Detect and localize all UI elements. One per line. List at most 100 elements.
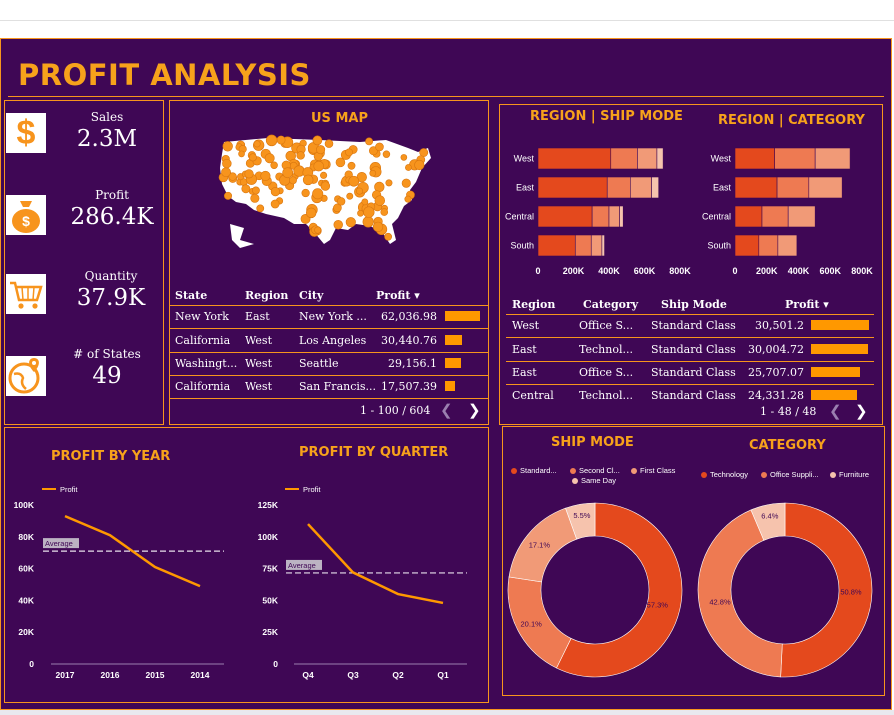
map-point xyxy=(333,220,343,230)
table-divider xyxy=(170,305,488,306)
table-row-divider xyxy=(170,375,488,376)
y-tick-label: 80K xyxy=(18,532,34,542)
legend-label: Standard... xyxy=(520,466,557,475)
map-point xyxy=(301,188,310,198)
map-point xyxy=(365,137,374,146)
table-cell: Technol... xyxy=(579,389,633,402)
x-tick-label: 200K xyxy=(563,266,585,276)
table-cell: San Francis... xyxy=(299,380,377,393)
map-point xyxy=(374,195,386,206)
map-point xyxy=(250,193,260,203)
col-header-city[interactable]: City xyxy=(299,289,324,302)
bar-segment xyxy=(651,176,660,199)
profit-bar xyxy=(445,381,455,391)
ship-mode-donut[interactable]: 57.3% 20.1% 17.1% 5.5% xyxy=(505,500,685,680)
map-point xyxy=(355,187,364,195)
next-page-button[interactable]: ❯ xyxy=(468,402,481,419)
kpi-value-quantity: 37.9K xyxy=(76,285,146,311)
table-divider xyxy=(506,314,874,315)
money-bag-icon: $ xyxy=(6,195,46,235)
table-cell: California xyxy=(175,380,231,393)
legend-swatch xyxy=(830,472,836,479)
pagination-label: 1 - 48 / 48 xyxy=(760,405,817,418)
slice-label: 5.5% xyxy=(573,511,590,520)
prev-page-button[interactable]: ❮ xyxy=(440,402,453,419)
slice-label: 20.1% xyxy=(521,619,543,628)
table-cell: Central xyxy=(512,389,554,402)
profit-bar xyxy=(811,367,860,377)
col-header-region[interactable]: Region xyxy=(245,289,289,302)
bar-segment xyxy=(637,147,658,170)
region-ship-mode-chart[interactable]: West East Central South 0 200K 400K 600K 800K xyxy=(499,130,694,280)
table-row-divider xyxy=(506,337,874,338)
average-label-bg xyxy=(43,538,79,549)
map-point xyxy=(282,167,294,179)
table-cell-profit: 62,036.98 xyxy=(381,310,437,323)
map-point xyxy=(256,204,265,213)
region-category-title: REGION | CATEGORY xyxy=(718,113,865,128)
legend-label: Same Day xyxy=(581,476,617,485)
region-category-chart[interactable]: West East Central South 0 200K 400K 600K 800K xyxy=(694,130,883,280)
map-points xyxy=(218,134,429,241)
legend-item: Second Cl... xyxy=(570,466,620,475)
col-header-profit[interactable]: Profit ▾ xyxy=(785,298,829,311)
map-point xyxy=(346,192,354,200)
map-point xyxy=(324,139,334,148)
bar-segment xyxy=(537,234,576,257)
category-label: West xyxy=(514,154,535,164)
table-cell: Standard Class xyxy=(651,343,736,356)
table-row-divider xyxy=(170,328,488,329)
col-header-category[interactable]: Category xyxy=(583,298,639,311)
legend-swatch xyxy=(570,468,576,475)
legend-label: Furniture xyxy=(839,470,870,479)
col-header-ship-mode[interactable]: Ship Mode xyxy=(661,298,727,311)
kpi-label-profit: Profit xyxy=(95,188,129,202)
col-header-region[interactable]: Region xyxy=(512,298,556,311)
prev-page-button[interactable]: ❮ xyxy=(829,403,842,420)
y-tick-label: 50K xyxy=(262,595,278,605)
profit-bar xyxy=(811,390,858,400)
next-page-button[interactable]: ❯ xyxy=(855,403,868,420)
donut-panel xyxy=(502,426,885,696)
map-point xyxy=(314,226,322,234)
table-row-divider xyxy=(506,384,874,385)
average-label-bg xyxy=(286,559,322,570)
table-cell-profit: 30,501.2 xyxy=(755,319,804,332)
x-tick-label: 400K xyxy=(598,266,620,276)
bar-segment xyxy=(606,176,631,199)
bar-segment xyxy=(591,205,610,228)
y-tick-label: 60K xyxy=(18,564,34,574)
y-tick-label: 125K xyxy=(258,500,279,510)
bar-segment xyxy=(574,234,592,257)
us-map[interactable] xyxy=(210,128,450,268)
category-donut[interactable]: 50.8% 42.8% 6.4% xyxy=(695,500,875,680)
bar-segment xyxy=(610,147,638,170)
map-point xyxy=(375,142,384,152)
col-header-state[interactable]: State xyxy=(175,289,208,302)
bar-segment xyxy=(601,234,605,257)
slice-label: 6.4% xyxy=(761,512,778,521)
data-line xyxy=(307,523,444,605)
bar-segment xyxy=(734,176,778,199)
map-point xyxy=(348,175,360,187)
profit-bar xyxy=(445,311,480,321)
map-point xyxy=(276,135,286,145)
x-tick-label: 800K xyxy=(669,266,691,276)
map-point xyxy=(345,148,354,157)
data-line xyxy=(64,514,201,588)
legend-swatch xyxy=(761,472,767,479)
table-row-divider xyxy=(170,398,488,399)
legend-swatch xyxy=(631,468,637,475)
y-tick-label: 20K xyxy=(18,627,34,637)
map-point xyxy=(265,134,278,147)
x-tick-label: 2014 xyxy=(191,670,210,680)
profit-by-quarter-chart[interactable]: Profit 0 25K 50K 75K 100K 125K Q4 Q3 Q2 Q1 Average xyxy=(244,478,474,688)
y-tick-label: 100K xyxy=(258,532,279,542)
col-header-profit[interactable]: Profit ▾ xyxy=(376,289,420,302)
profit-trend-panel xyxy=(4,427,489,703)
legend-swatch xyxy=(511,468,517,475)
x-tick-label: 200K xyxy=(756,266,778,276)
table-cell: Standard Class xyxy=(651,319,736,332)
profit-by-year-chart[interactable]: Profit 0 20K 40K 60K 80K 100K 2017 2016 2015 2014 A… xyxy=(6,478,234,688)
table-cell-profit: 30,440.76 xyxy=(381,334,437,347)
